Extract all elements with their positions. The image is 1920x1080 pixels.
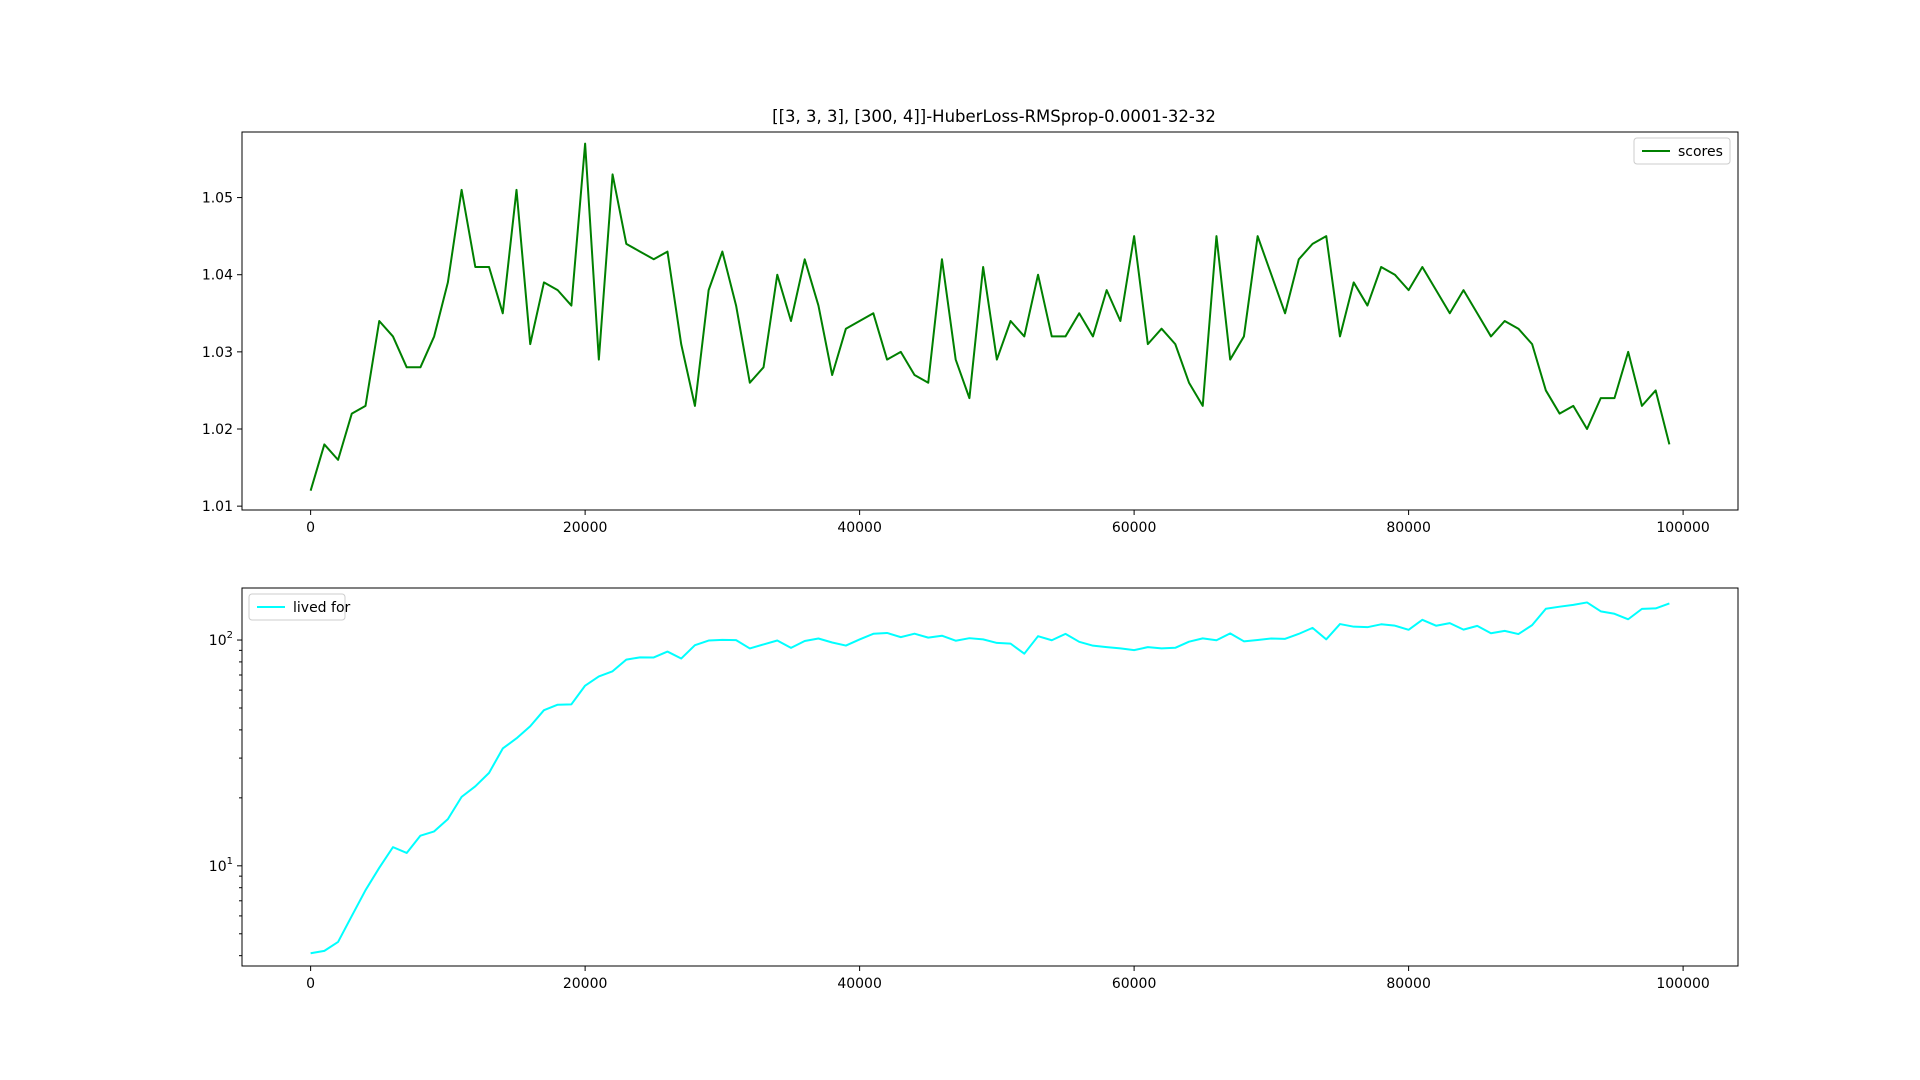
series-line-lived-for bbox=[310, 601, 1670, 955]
x-tick-label: 40000 bbox=[837, 976, 882, 992]
x-tick-label: 20000 bbox=[563, 976, 608, 992]
x-tick-label: 0 bbox=[306, 520, 315, 536]
series-line-scores bbox=[309, 142, 1671, 491]
legend: scores bbox=[1633, 137, 1731, 165]
x-tick-label: 60000 bbox=[1112, 976, 1157, 992]
x-tick-label: 60000 bbox=[1112, 520, 1157, 536]
x-tick-label: 100000 bbox=[1656, 976, 1709, 992]
legend-label: lived for bbox=[293, 600, 351, 616]
x-tick-label: 80000 bbox=[1386, 520, 1431, 536]
legend-box bbox=[248, 593, 346, 621]
axes-frame bbox=[241, 587, 1739, 967]
axes-frame bbox=[241, 131, 1739, 511]
x-tick-label: 100000 bbox=[1656, 520, 1709, 536]
y-tick-label-base: 10 bbox=[209, 633, 227, 649]
y-tick-label: 101 bbox=[209, 856, 233, 875]
y-tick-label: 1.01 bbox=[202, 499, 233, 515]
legend: lived for bbox=[248, 593, 351, 621]
chart-title: [[3, 3, 3], [300, 4]]-HuberLoss-RMSprop-… bbox=[772, 107, 1216, 126]
scores-axes: 0 20000 40000 60000 80000 100000 1.01 1.02 1.03 1… bbox=[202, 131, 1739, 536]
y-tick-label-exponent: 2 bbox=[227, 630, 233, 641]
y-tick-label: 102 bbox=[209, 630, 233, 649]
y-tick-label: 1.03 bbox=[202, 345, 233, 361]
y-tick-label-exponent: 1 bbox=[227, 856, 233, 867]
y-tick-label-base: 10 bbox=[209, 859, 227, 875]
x-tick-label: 20000 bbox=[563, 520, 608, 536]
legend-box bbox=[1633, 137, 1731, 165]
y-tick-label: 1.04 bbox=[202, 268, 233, 284]
x-tick-label: 80000 bbox=[1386, 976, 1431, 992]
y-tick-label: 1.05 bbox=[202, 191, 233, 207]
legend-label: scores bbox=[1678, 144, 1723, 160]
y-tick-label: 1.02 bbox=[202, 422, 233, 438]
x-tick-label: 0 bbox=[306, 976, 315, 992]
x-tick-label: 40000 bbox=[837, 520, 882, 536]
